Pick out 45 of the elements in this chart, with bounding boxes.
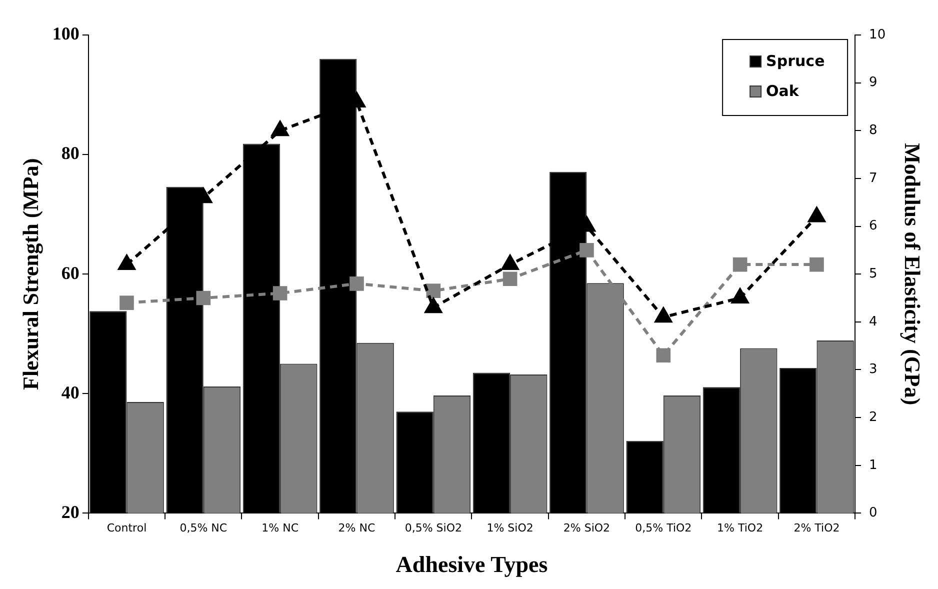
legend-label: Oak <box>766 82 800 100</box>
point <box>350 276 364 291</box>
x-tick-label: 2% NC <box>338 522 376 535</box>
x-tick-label: 2% TiO2 <box>794 522 840 535</box>
x-tick-label: 1% NC <box>262 522 299 535</box>
point <box>196 290 211 306</box>
y-tick-label: 40 <box>61 382 80 402</box>
y-tick-label: 60 <box>61 262 80 283</box>
y2-tick-label: 1 <box>869 458 878 473</box>
point <box>426 284 441 298</box>
y2-tick-label: 10 <box>869 27 886 42</box>
point <box>118 255 136 270</box>
x-tick-label: 0,5% TiO2 <box>635 522 692 535</box>
legend-label: Spruce <box>766 52 825 70</box>
point <box>272 286 288 300</box>
y2-tick-label: 0 <box>869 506 878 521</box>
x-tick-label: 0,5% NC <box>180 522 228 535</box>
x-tick-label: 2% SiO2 <box>563 522 610 535</box>
y2-tick-label: 3 <box>869 362 878 378</box>
y2-axis-title: Modulus of Elasticity (GPa) <box>900 143 926 406</box>
y2-tick-label: 2 <box>869 410 878 425</box>
x-tick-label: 0,5% SiO2 <box>404 522 462 535</box>
x-axis-title: Adhesive Types <box>396 552 548 578</box>
point <box>120 296 134 310</box>
y2-tick-label: 5 <box>869 266 878 282</box>
y2-tick-label: 7 <box>869 170 878 186</box>
point <box>502 255 518 270</box>
y2-tick-label: 9 <box>869 75 878 90</box>
point <box>580 243 594 258</box>
y-tick-label: 20 <box>61 502 80 522</box>
point <box>810 257 824 272</box>
x-tick-label: 1% SiO2 <box>486 522 534 535</box>
y-axis-title: Flexural Strength (MPa) <box>18 158 43 390</box>
y2-tick-label: 6 <box>869 218 878 234</box>
point <box>808 207 826 222</box>
y-tick-label: 100 <box>52 24 80 44</box>
y2-tick-label: 8 <box>869 123 878 138</box>
x-tick-label: Control <box>106 522 147 535</box>
x-tick-label: 1% TiO2 <box>717 522 764 535</box>
y2-tick-label: 4 <box>869 314 878 330</box>
point <box>272 121 288 136</box>
point <box>732 257 748 272</box>
point <box>656 348 671 363</box>
y-tick-label: 80 <box>61 143 80 164</box>
point <box>502 272 518 286</box>
